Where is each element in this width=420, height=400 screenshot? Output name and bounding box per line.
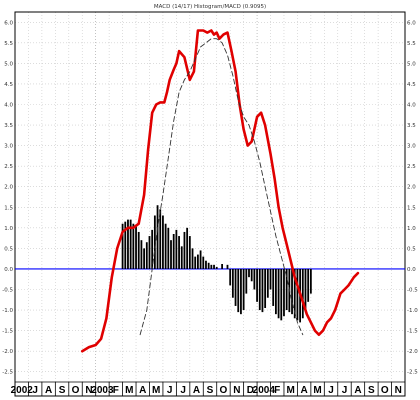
x-tick-label: J	[167, 385, 173, 396]
y-tick-label-left: -2.0	[2, 349, 13, 355]
y-tick-label-left: 0.0	[4, 267, 13, 273]
y-tick-label-right: 0.5	[407, 246, 416, 252]
y-tick-label-right: -2.0	[407, 349, 418, 355]
chart-axes	[14, 11, 406, 397]
y-tick-label-right: -1.0	[407, 308, 418, 314]
x-tick-label: A	[139, 385, 146, 396]
y-tick-label-right: 3.0	[407, 144, 416, 150]
x-tick-label: A	[354, 385, 361, 396]
y-tick-label-right: 6.0	[407, 20, 416, 26]
x-tick-label: 2003	[91, 385, 114, 396]
x-tick-label: J	[342, 385, 348, 396]
x-tick-label: O	[381, 385, 389, 396]
y-tick-label-left: -2.5	[2, 370, 13, 376]
x-tick-label: N	[85, 385, 92, 396]
x-tick-label: J	[32, 385, 38, 396]
macd-line	[80, 29, 360, 353]
y-tick-label-left: 2.0	[4, 185, 13, 191]
y-tick-label-left: 4.0	[4, 103, 13, 109]
y-tick-label-left: -1.5	[2, 329, 13, 335]
histogram-bars	[121, 205, 312, 323]
y-tick-label-right: -2.5	[407, 370, 418, 376]
y-tick-label-left: 5.0	[4, 61, 13, 67]
y-tick-label-left: -1.0	[2, 308, 13, 314]
x-tick-label: N	[395, 385, 402, 396]
x-tick-label: A	[45, 385, 52, 396]
x-tick-label: A	[193, 385, 200, 396]
y-tick-label-left: 4.5	[4, 82, 13, 88]
y-tick-label-left: 0.5	[4, 246, 13, 252]
y-tick-label-right: -0.5	[407, 288, 418, 294]
x-tick-label: O	[72, 385, 80, 396]
y-tick-label-right: 5.0	[407, 61, 416, 67]
y-tick-label-right: 5.5	[407, 41, 416, 47]
x-tick-label: M	[313, 385, 321, 396]
y-tick-label-right: 4.0	[407, 103, 416, 109]
plot-frame	[14, 11, 406, 397]
x-tick-label: M	[152, 385, 160, 396]
y-tick-label-right: 4.5	[407, 82, 416, 88]
y-tick-label-left: 3.0	[4, 144, 13, 150]
y-tick-label-right: 1.0	[407, 226, 416, 232]
y-tick-label-left: 1.5	[4, 205, 13, 211]
x-tick-label: S	[368, 385, 375, 396]
y-tick-label-left: 5.5	[4, 41, 13, 47]
y-tick-label-left: 6.0	[4, 20, 13, 26]
y-tick-label-right: 2.5	[407, 164, 416, 170]
chart-title: MACD (14/17) Histogram/MACD (0.9095)	[154, 4, 266, 10]
y-tick-label-left: -0.5	[2, 288, 13, 294]
y-tick-label-right: 3.5	[407, 123, 416, 129]
x-tick-label: F	[274, 385, 280, 396]
x-tick-label: A	[301, 385, 308, 396]
x-tick-label: J	[180, 385, 186, 396]
x-tick-label: M	[125, 385, 133, 396]
y-tick-label-left: 3.5	[4, 123, 13, 129]
x-tick-label: F	[113, 385, 119, 396]
x-tick-label: N	[233, 385, 240, 396]
x-tick-label: J	[328, 385, 334, 396]
series-lines	[80, 29, 360, 353]
y-tick-label-left: 1.0	[4, 226, 13, 232]
x-tick-label: S	[207, 385, 214, 396]
y-tick-label-left: 2.5	[4, 164, 13, 170]
x-tick-label: 2002	[11, 385, 34, 396]
y-tick-label-right: 1.5	[407, 205, 416, 211]
signal-line	[139, 38, 304, 336]
x-tick-label: S	[59, 385, 66, 396]
x-tick-label: 2004	[253, 385, 276, 396]
y-tick-label-right: -1.5	[407, 329, 418, 335]
y-tick-labels: 6.0 6.0 5.5 5.5 5.0 5.0 4.5 4.5 4.0 4.0 3.5 3.5 3.0 3…	[2, 20, 418, 375]
y-tick-label-right: 0.0	[407, 267, 416, 273]
x-tick-label: O	[220, 385, 228, 396]
x-tick-label: D	[247, 385, 254, 396]
y-tick-label-right: 2.0	[407, 185, 416, 191]
x-tick-label: M	[287, 385, 295, 396]
